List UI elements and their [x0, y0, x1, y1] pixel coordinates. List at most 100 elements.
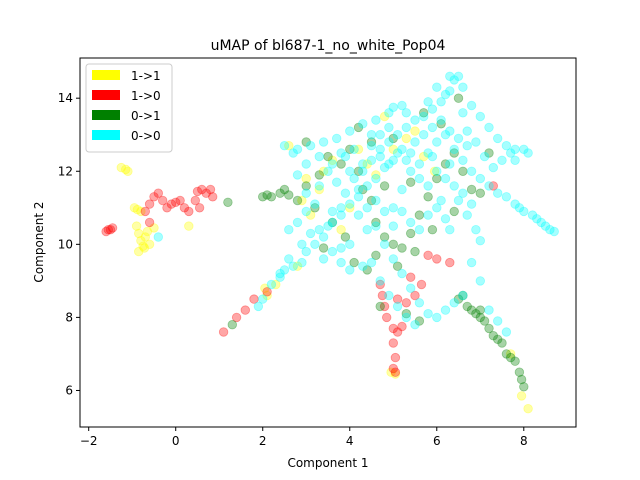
point-1->1-19: [271, 279, 281, 290]
point-0->1-7: [292, 195, 303, 206]
point-0->0-38: [523, 148, 533, 158]
x-ticks: −2 0 2 4 6 8: [80, 427, 528, 448]
point-0->1-51: [506, 352, 516, 363]
point-0->0-21: [401, 122, 412, 133]
legend-label-1->0: 1->0: [131, 89, 161, 103]
point-0->0-174: [366, 129, 377, 140]
point-0->0-162: [345, 239, 355, 250]
x-tick-label: 2: [259, 434, 267, 448]
point-0->0-72: [384, 290, 394, 301]
point-0->0-175: [384, 122, 394, 133]
point-0->0-7: [297, 257, 307, 268]
point-0->0-124: [332, 177, 342, 187]
point-0->0-166: [305, 228, 316, 239]
point-0->1-16: [371, 217, 381, 228]
point-0->0-37: [519, 144, 529, 155]
x-tick-label: 0: [172, 434, 180, 448]
point-0->0-30: [458, 82, 468, 92]
point-1->0-6: [149, 192, 159, 202]
point-0->1-19: [397, 243, 407, 253]
point-1->1-18: [262, 290, 272, 301]
point-1->1-42: [523, 404, 533, 414]
point-0->0-54: [353, 184, 364, 195]
point-0->0-53: [345, 166, 355, 177]
point-1->1-40: [506, 349, 516, 359]
point-0->0-4: [275, 272, 285, 282]
point-0->0-127: [358, 159, 368, 169]
point-0->0-6: [288, 261, 298, 271]
point-1->1-20: [292, 261, 303, 271]
points-layer: [101, 71, 559, 414]
point-0->0-26: [445, 86, 455, 96]
point-0->0-90: [510, 199, 520, 209]
point-1->1-0: [116, 162, 127, 173]
point-0->1-22: [423, 192, 433, 202]
point-1->1-36: [386, 367, 396, 377]
point-1->0-11: [170, 197, 181, 208]
point-0->1-46: [484, 323, 494, 334]
point-0->0-25: [436, 97, 446, 107]
point-1->0-32: [388, 323, 399, 334]
point-0->0-39: [279, 140, 290, 151]
point-0->0-151: [414, 224, 425, 235]
point-0->1-39: [414, 316, 425, 326]
point-1->0-36: [390, 352, 401, 363]
point-0->0-103: [423, 181, 433, 191]
x-axis-label: Component 1: [287, 456, 368, 470]
point-0->1-26: [458, 166, 468, 177]
point-0->0-89: [501, 192, 512, 202]
point-0->0-46: [371, 115, 381, 125]
point-0->1-32: [362, 265, 372, 275]
legend-label-0->0: 0->0: [131, 129, 161, 143]
point-0->0-171: [501, 327, 512, 337]
point-0->0-133: [410, 137, 420, 147]
point-0->0-186: [445, 159, 455, 169]
point-0->0-188: [436, 195, 446, 206]
point-1->0-0: [101, 226, 111, 237]
point-0->0-86: [475, 173, 486, 184]
point-0->0-128: [366, 140, 377, 151]
y-tick-label: 14: [58, 91, 73, 105]
point-0->1-53: [514, 367, 525, 377]
point-1->0-40: [401, 298, 412, 308]
point-0->1-52: [510, 356, 520, 366]
point-1->1-13: [144, 239, 155, 250]
point-0->0-139: [462, 126, 472, 136]
point-0->1-40: [453, 294, 464, 304]
point-1->1-12: [142, 226, 153, 237]
point-0->1-38: [401, 309, 412, 319]
point-0->0-154: [388, 221, 399, 231]
point-0->0-178: [440, 89, 451, 100]
legend-swatch-1->1: [92, 70, 120, 80]
point-0->0-23: [419, 111, 429, 122]
point-1->0-27: [262, 287, 272, 297]
point-0->0-125: [340, 151, 351, 162]
point-0->1-61: [388, 133, 399, 144]
legend-swatch-0->1: [92, 110, 120, 120]
point-1->1-29: [388, 144, 399, 155]
point-0->0-83: [449, 144, 459, 155]
point-1->0-2: [105, 224, 116, 235]
point-1->1-9: [138, 241, 148, 251]
point-1->0-17: [197, 184, 207, 195]
point-0->0-58: [388, 254, 399, 264]
point-0->1-35: [410, 246, 420, 257]
point-0->1-50: [501, 349, 512, 359]
point-0->0-16: [358, 166, 368, 177]
point-1->0-19: [205, 184, 216, 195]
point-0->1-33: [371, 250, 381, 261]
point-0->0-183: [301, 159, 311, 169]
point-0->1-36: [427, 224, 438, 235]
point-0->0-185: [427, 151, 438, 162]
point-0->0-78: [406, 166, 416, 177]
point-0->0-169: [484, 305, 494, 315]
point-0->0-82: [440, 129, 451, 140]
point-0->0-153: [397, 206, 407, 217]
point-1->0-4: [140, 206, 151, 217]
point-0->0-126: [349, 144, 359, 155]
point-1->1-1: [120, 164, 131, 175]
point-0->1-58: [310, 203, 320, 213]
point-0->0-79: [414, 159, 425, 169]
point-0->1-28: [475, 188, 486, 198]
point-0->1-41: [462, 301, 472, 312]
